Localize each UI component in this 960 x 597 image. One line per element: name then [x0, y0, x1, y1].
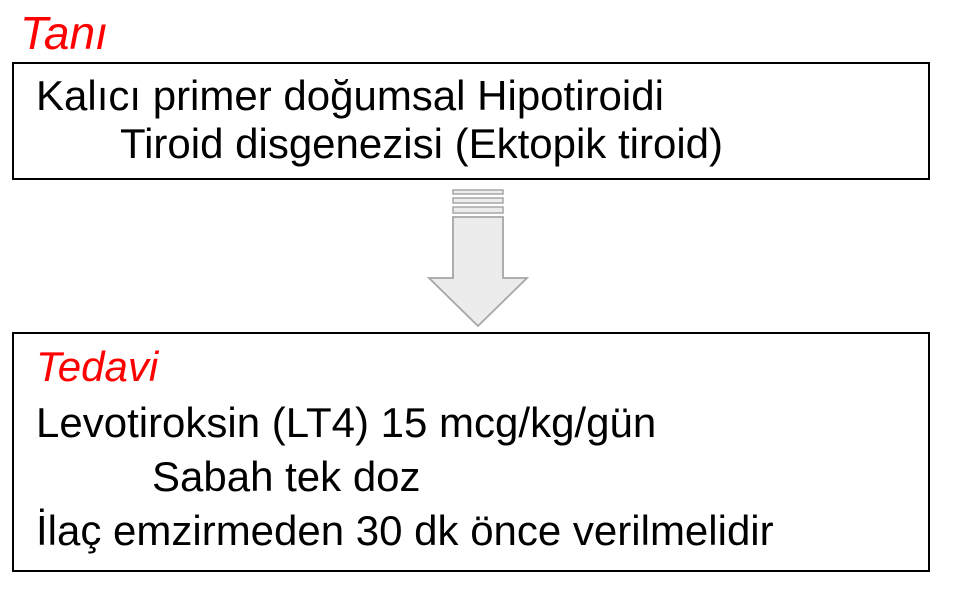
- diagnosis-box: Kalıcı primer doğumsal Hipotiroidi Tiroi…: [12, 62, 930, 180]
- treatment-line-1: Levotiroksin (LT4) 15 mcg/kg/gün: [36, 396, 910, 450]
- diagnosis-line-1: Kalıcı primer doğumsal Hipotiroidi: [36, 72, 910, 120]
- slide: Tanı Kalıcı primer doğumsal Hipotiroidi …: [0, 0, 960, 597]
- treatment-box: Tedavi Levotiroksin (LT4) 15 mcg/kg/gün …: [12, 332, 930, 572]
- treatment-line-3: İlaç emzirmeden 30 dk önce verilmelidir: [36, 504, 910, 558]
- down-arrow-icon: [423, 188, 533, 328]
- treatment-title: Tedavi: [36, 344, 910, 390]
- slide-heading: Tanı: [20, 6, 108, 60]
- treatment-line-2: Sabah tek doz: [36, 450, 910, 504]
- diagnosis-line-2: Tiroid disgenezisi (Ektopik tiroid): [120, 120, 910, 168]
